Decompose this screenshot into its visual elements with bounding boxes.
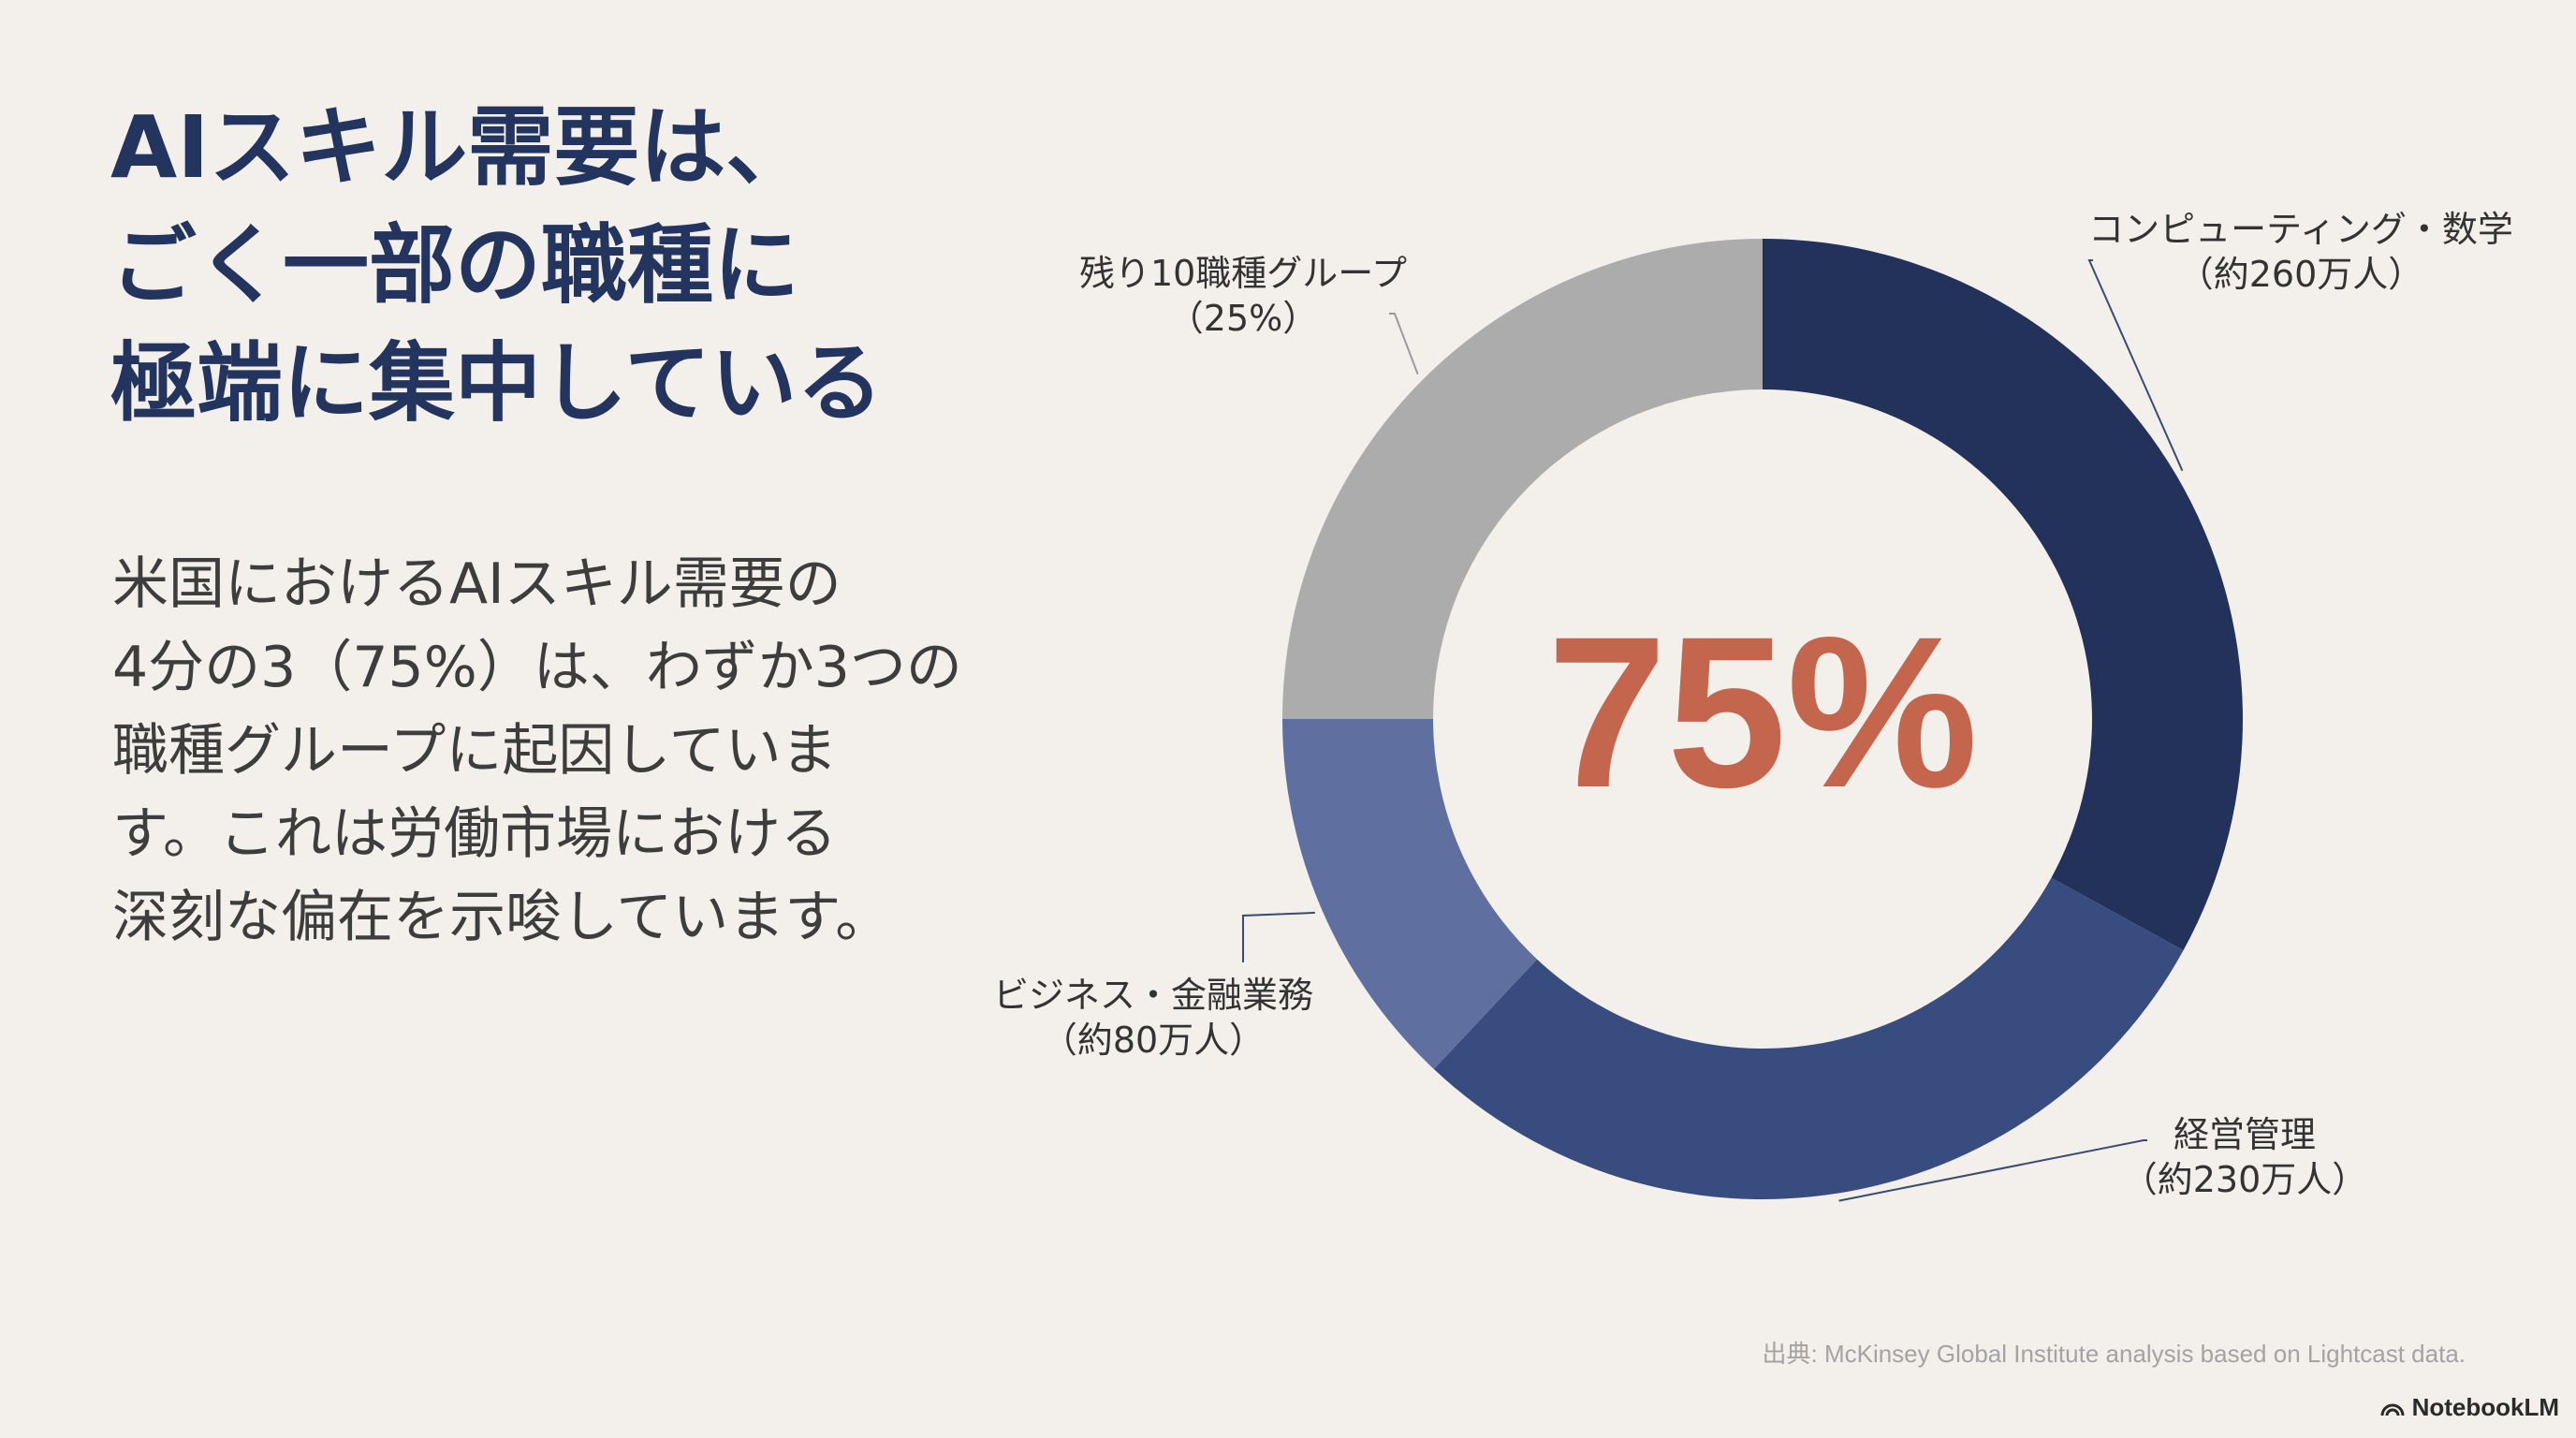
notebooklm-logo-icon bbox=[2380, 1403, 2405, 1416]
slice-sublabel-4: （25%） bbox=[1168, 298, 1318, 339]
body-line-1: 米国におけるAIスキル需要の bbox=[112, 551, 842, 617]
slice-label-1: コンピューティング・数学 bbox=[2088, 209, 2513, 250]
slice-label-3: ビジネス・金融業務 bbox=[993, 975, 1313, 1016]
slide-title: AIスキル需要は、 ごく一部の職種に 極端に集中している bbox=[110, 89, 1046, 443]
leader-line-1 bbox=[2087, 259, 2184, 472]
donut-slice-3 bbox=[1282, 719, 1538, 1069]
body-line-4: す。これは労働市場における bbox=[112, 801, 837, 867]
slice-label-2: 経営管理 bbox=[2174, 1114, 2316, 1155]
title-line-2: ごく一部の職種に bbox=[110, 215, 800, 315]
source-note: 出典: McKinsey Global Institute analysis b… bbox=[1762, 1340, 2466, 1368]
title-line-1: AIスキル需要は、 bbox=[110, 97, 812, 198]
brand: NotebookLM bbox=[2380, 1393, 2559, 1422]
donut-slice-1 bbox=[1763, 239, 2244, 951]
slice-label-4: 残り10職種グループ bbox=[1079, 253, 1407, 294]
donut-slice-2 bbox=[1433, 877, 2184, 1199]
brand-name: NotebookLM bbox=[2411, 1393, 2559, 1421]
slide-body: 米国におけるAIスキル需要の 4分の3（75%）は、わずか3つの 職種グループに… bbox=[112, 543, 1048, 960]
leader-line-4 bbox=[1389, 313, 1419, 374]
donut-slice-4 bbox=[1282, 239, 1763, 719]
body-line-5: 深刻な偏在を示唆しています。 bbox=[112, 885, 892, 950]
body-line-2: 4分の3（75%）は、わずか3つの bbox=[112, 635, 962, 700]
slice-sublabel-1: （約260万人） bbox=[2178, 254, 2424, 295]
leader-line-3 bbox=[1242, 911, 1315, 962]
title-line-3: 極端に集中している bbox=[110, 333, 884, 433]
body-line-3: 職種グループに起因していま bbox=[112, 718, 838, 784]
center-percentage: 75% bbox=[1547, 592, 1978, 832]
slice-sublabel-2: （約230万人） bbox=[2122, 1159, 2368, 1200]
slice-sublabel-3: （約80万人） bbox=[1042, 1020, 1265, 1061]
leader-line-2 bbox=[1838, 1139, 2147, 1202]
